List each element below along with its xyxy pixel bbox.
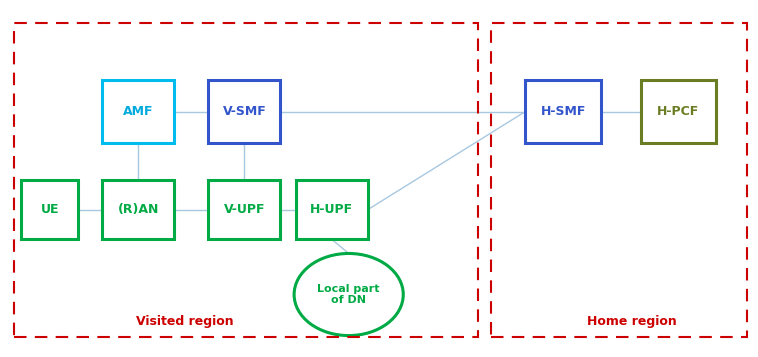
FancyBboxPatch shape — [21, 180, 78, 239]
Text: AMF: AMF — [123, 105, 154, 118]
FancyBboxPatch shape — [208, 80, 280, 143]
Text: Home region: Home region — [587, 316, 677, 328]
Bar — [14, 23, 478, 337]
Text: H-PCF: H-PCF — [657, 105, 700, 118]
FancyBboxPatch shape — [208, 180, 280, 239]
Text: Visited region: Visited region — [136, 316, 234, 328]
Text: H-UPF: H-UPF — [310, 203, 353, 216]
FancyBboxPatch shape — [296, 180, 368, 239]
Bar — [491, 23, 747, 337]
FancyBboxPatch shape — [102, 80, 174, 143]
Text: V-SMF: V-SMF — [223, 105, 266, 118]
FancyBboxPatch shape — [102, 180, 174, 239]
FancyBboxPatch shape — [525, 80, 601, 143]
Text: (R)AN: (R)AN — [117, 203, 159, 216]
Text: Local part
of DN: Local part of DN — [318, 284, 380, 305]
Ellipse shape — [294, 253, 403, 336]
Text: H-SMF: H-SMF — [540, 105, 586, 118]
Text: V-UPF: V-UPF — [224, 203, 265, 216]
Text: UE: UE — [40, 203, 59, 216]
FancyBboxPatch shape — [641, 80, 716, 143]
